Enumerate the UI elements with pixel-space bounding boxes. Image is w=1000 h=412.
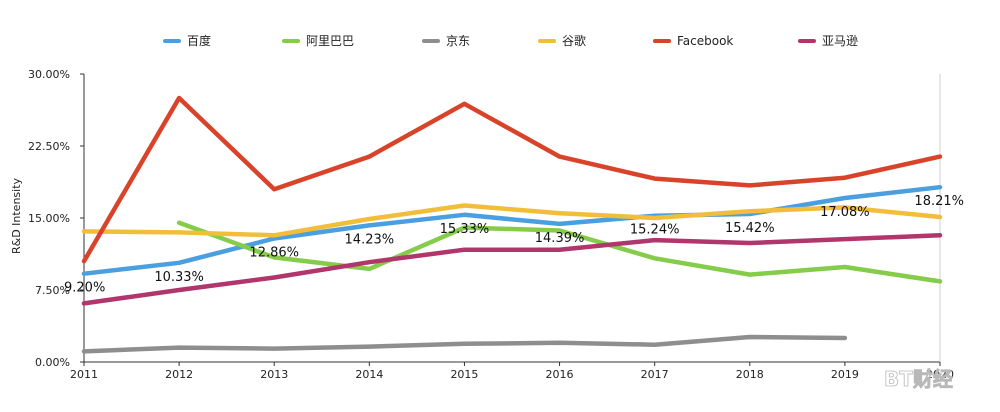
series-line — [81, 95, 943, 264]
data-label: 15.42% — [725, 221, 775, 236]
legend-label: 百度 — [187, 33, 211, 48]
legend: 百度 阿里巴巴 京东 谷歌 Facebook 亚马逊 — [163, 33, 858, 48]
data-labels: 9.20% 10.33% 12.86% 14.23% 15.33% 14.39% 15.24… — [64, 194, 964, 295]
y-axis-label: R&D Intensity — [10, 177, 23, 254]
data-label: 9.20% — [64, 281, 105, 296]
series-line — [81, 233, 943, 306]
y-tick-label: 22.50% — [28, 140, 70, 153]
legend-label: 亚马逊 — [822, 34, 858, 48]
y-tick-label: 0.00% — [35, 356, 70, 369]
legend-label: 阿里巴巴 — [306, 34, 354, 48]
x-tick-label: 2012 — [165, 368, 193, 381]
series-line — [81, 334, 848, 354]
y-tick-label: 15.00% — [28, 212, 70, 225]
data-label: 15.24% — [630, 223, 680, 238]
y-tick-label: 30.00% — [28, 68, 70, 81]
data-label: 15.33% — [440, 222, 490, 237]
data-label: 14.39% — [535, 231, 585, 246]
x-tick-label: 2016 — [546, 368, 574, 381]
data-label: 14.23% — [345, 232, 395, 247]
series-line — [81, 203, 943, 238]
watermark: BT财经 — [884, 367, 953, 391]
x-tick-label: 2017 — [641, 368, 669, 381]
y-ticks: 0.00% 7.50% 15.00% 22.50% 30.00% — [28, 68, 84, 369]
legend-label: 京东 — [446, 34, 470, 48]
x-tick-label: 2011 — [70, 368, 98, 381]
x-tick-label: 2013 — [260, 368, 288, 381]
x-tick-label: 2014 — [355, 368, 383, 381]
data-label: 12.86% — [249, 246, 299, 261]
x-tick-label: 2020 — [926, 368, 954, 381]
x-ticks: 2011 2012 2013 2014 2015 2016 2017 2018 2019 2020 — [70, 362, 954, 381]
legend-label: 谷歌 — [562, 33, 586, 48]
series-lines — [81, 95, 943, 354]
data-label: 17.08% — [820, 205, 870, 220]
x-tick-label: 2019 — [831, 368, 859, 381]
data-label: 10.33% — [154, 270, 204, 285]
series-line — [176, 220, 943, 284]
x-tick-label: 2015 — [450, 368, 478, 381]
data-label: 18.21% — [914, 194, 964, 209]
series-line — [81, 184, 943, 276]
y-tick-label: 7.50% — [35, 284, 70, 297]
x-tick-label: 2018 — [736, 368, 764, 381]
legend-label: Facebook — [677, 34, 733, 48]
